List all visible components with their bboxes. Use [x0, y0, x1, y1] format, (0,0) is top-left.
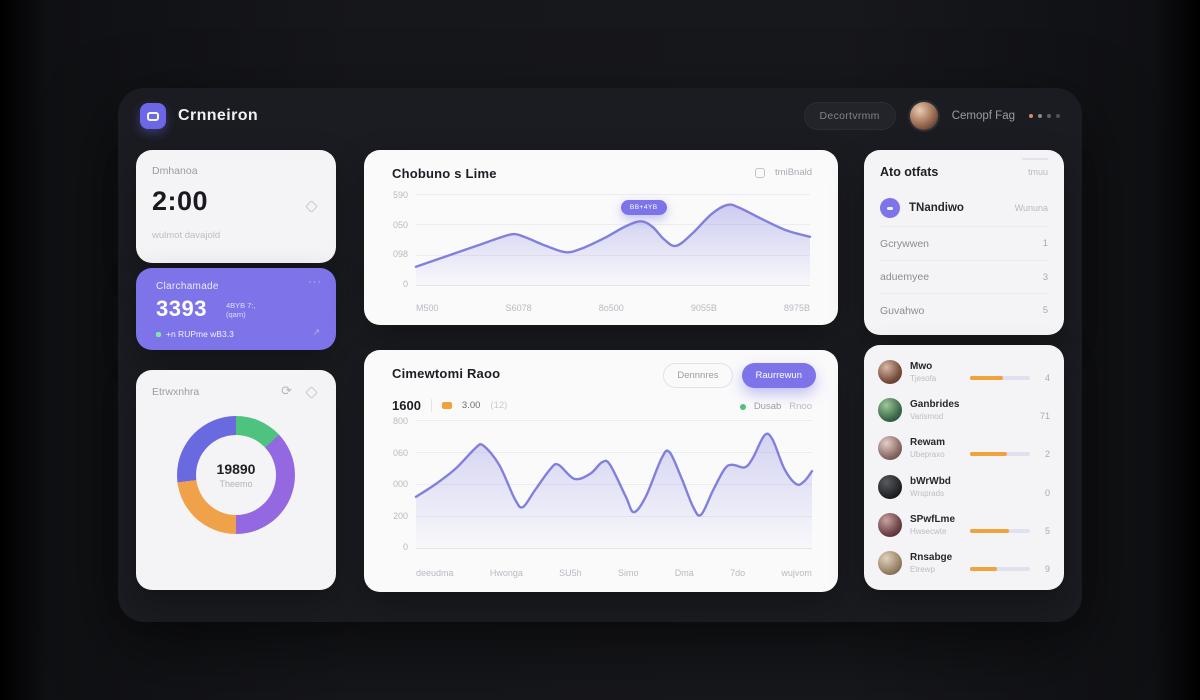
diamond-icon [305, 386, 318, 399]
more-icon[interactable]: ··· [308, 276, 322, 288]
progress-bar [970, 452, 1030, 457]
offer-row[interactable]: Guvahwo 5 [880, 304, 1048, 317]
user-list-item[interactable]: Rnsabge Etrewp 9 [878, 546, 1050, 580]
refresh-icon[interactable]: ⟳ [281, 383, 292, 398]
conversions-x-axis: deeudma Hwonga SU5h Simo Dma 7do wujvom [416, 568, 812, 578]
progress-bar [970, 376, 1030, 380]
header-actions: Decortvrmm Cemopf Fag [803, 102, 1060, 130]
conversions-plot-area [416, 420, 812, 549]
time-card-subtext: wulmot davajold [152, 230, 221, 241]
user-list-item[interactable]: Rewam Ubepraxo 2 [878, 431, 1050, 465]
time-card-label: Dmhanoa [152, 165, 198, 177]
user-list-item[interactable]: bWrWbd Wrsprads 0 [878, 470, 1050, 504]
arrow-icon: ↗ [312, 327, 320, 337]
status-dots [1029, 114, 1060, 118]
mini-scrollbar [1022, 158, 1048, 160]
donut-center: 19890 Theemo [177, 416, 295, 534]
app-title: Crnneiron [178, 107, 259, 124]
sessions-plot-area: BB+4YB [416, 194, 810, 286]
diamond-icon [305, 200, 318, 213]
donut-card: Etrwxnhra ⟳ 19890 Theemo [136, 370, 336, 590]
user-name: Cemopf Fag [951, 110, 1015, 122]
primary-button[interactable]: Raurrewun [741, 363, 816, 388]
conversions-legend: 1600 3.00 (12) [392, 398, 508, 413]
donut-card-title: Etrwxnhra [152, 386, 200, 398]
sessions-line-chart [416, 194, 810, 285]
offer-row[interactable]: Gcrywwen 1 [880, 237, 1048, 250]
green-dot-icon [739, 403, 746, 410]
avatar [878, 360, 902, 384]
offer-icon [880, 198, 900, 219]
sessions-chart-card: Chobuno s Lime tmiBnald 590 050 098 0 [364, 150, 838, 325]
sessions-toolbar-label[interactable]: tmiBnald [775, 167, 812, 178]
secondary-button[interactable]: Dennnres [663, 363, 733, 388]
user-list-item[interactable]: Mwo Tjesofa 4 [878, 355, 1050, 389]
highlight-side-text: 4BYB 7:, (qam) [226, 301, 256, 319]
time-card: Dmhanoa 2:00 wulmot davajold [136, 150, 336, 263]
offers-list: TNandiwo Wununa Gcrywwen 1 aduemyee 3 Gu… [880, 190, 1048, 327]
avatar [878, 436, 902, 461]
dashboard-panel: Crnneiron Decortvrmm Cemopf Fag Dmhanoa … [118, 88, 1082, 622]
donut-chart: 19890 Theemo [177, 416, 295, 534]
sessions-x-axis: M500 S6078 8o500 9055B 8975B [416, 303, 810, 313]
time-card-value: 2:00 [152, 186, 209, 216]
highlight-label: Clarchamade [156, 281, 219, 292]
logo-icon[interactable] [140, 103, 166, 129]
user-avatar[interactable] [909, 102, 938, 130]
sessions-chart-title: Chobuno s Lime [392, 166, 497, 181]
sessions-chart-toolbar: tmiBnald [755, 167, 812, 178]
avatar [878, 398, 902, 423]
donut-center-label: Theemo [219, 479, 253, 489]
donut-center-value: 19890 [216, 461, 256, 477]
offers-link[interactable]: tmuu [1027, 167, 1048, 177]
conversions-y-axis: 800 060 000 200 0 [392, 416, 408, 552]
header-action-button[interactable]: Decortvrmm [803, 102, 896, 130]
avatar [878, 474, 902, 499]
conversions-chart-title: Cimewtomi Raoo [392, 366, 501, 381]
conversions-chart-card: Cimewtomi Raoo Dennnres Raurrewun 1600 3… [364, 350, 838, 592]
highlight-card[interactable]: Clarchamade ··· 3393 4BYB 7:, (qam) +n R… [136, 268, 336, 350]
conversions-legend-right: Dusab Rnoo [739, 401, 812, 412]
progress-bar [970, 566, 1030, 571]
conversions-buttons: Dennnres Raurrewun [663, 363, 816, 388]
sessions-y-axis: 590 050 098 0 [392, 190, 408, 289]
calendar-icon[interactable] [755, 167, 766, 178]
conversions-stat: 1600 [392, 398, 421, 413]
chart-tooltip: BB+4YB [620, 200, 667, 215]
user-list-item[interactable]: Ganbrides Varismod 71 [878, 393, 1050, 427]
highlight-footer: +n RUPme wB3.3 [156, 329, 234, 339]
donut-ring [177, 416, 295, 534]
green-dot-icon [156, 331, 161, 337]
user-list-item[interactable]: SPwfLme Hwsecwte 5 [878, 508, 1050, 542]
highlight-value: 3393 [156, 296, 207, 321]
progress-bar [970, 528, 1030, 533]
orange-legend-swatch [441, 402, 452, 409]
offers-card: Ato otfats tmuu TNandiwo Wununa Gcrywwen… [864, 150, 1064, 335]
offer-featured-row[interactable]: TNandiwo Wununa [880, 190, 1048, 226]
users-card: Mwo Tjesofa 4 Ganbrides Varismod 71 [864, 345, 1064, 590]
avatar [878, 550, 902, 575]
offers-title: Ato otfats [880, 165, 939, 179]
users-list: Mwo Tjesofa 4 Ganbrides Varismod 71 [878, 355, 1050, 580]
offer-row[interactable]: aduemyee 3 [880, 271, 1048, 284]
avatar [878, 512, 902, 537]
conversions-area-chart [416, 420, 812, 548]
